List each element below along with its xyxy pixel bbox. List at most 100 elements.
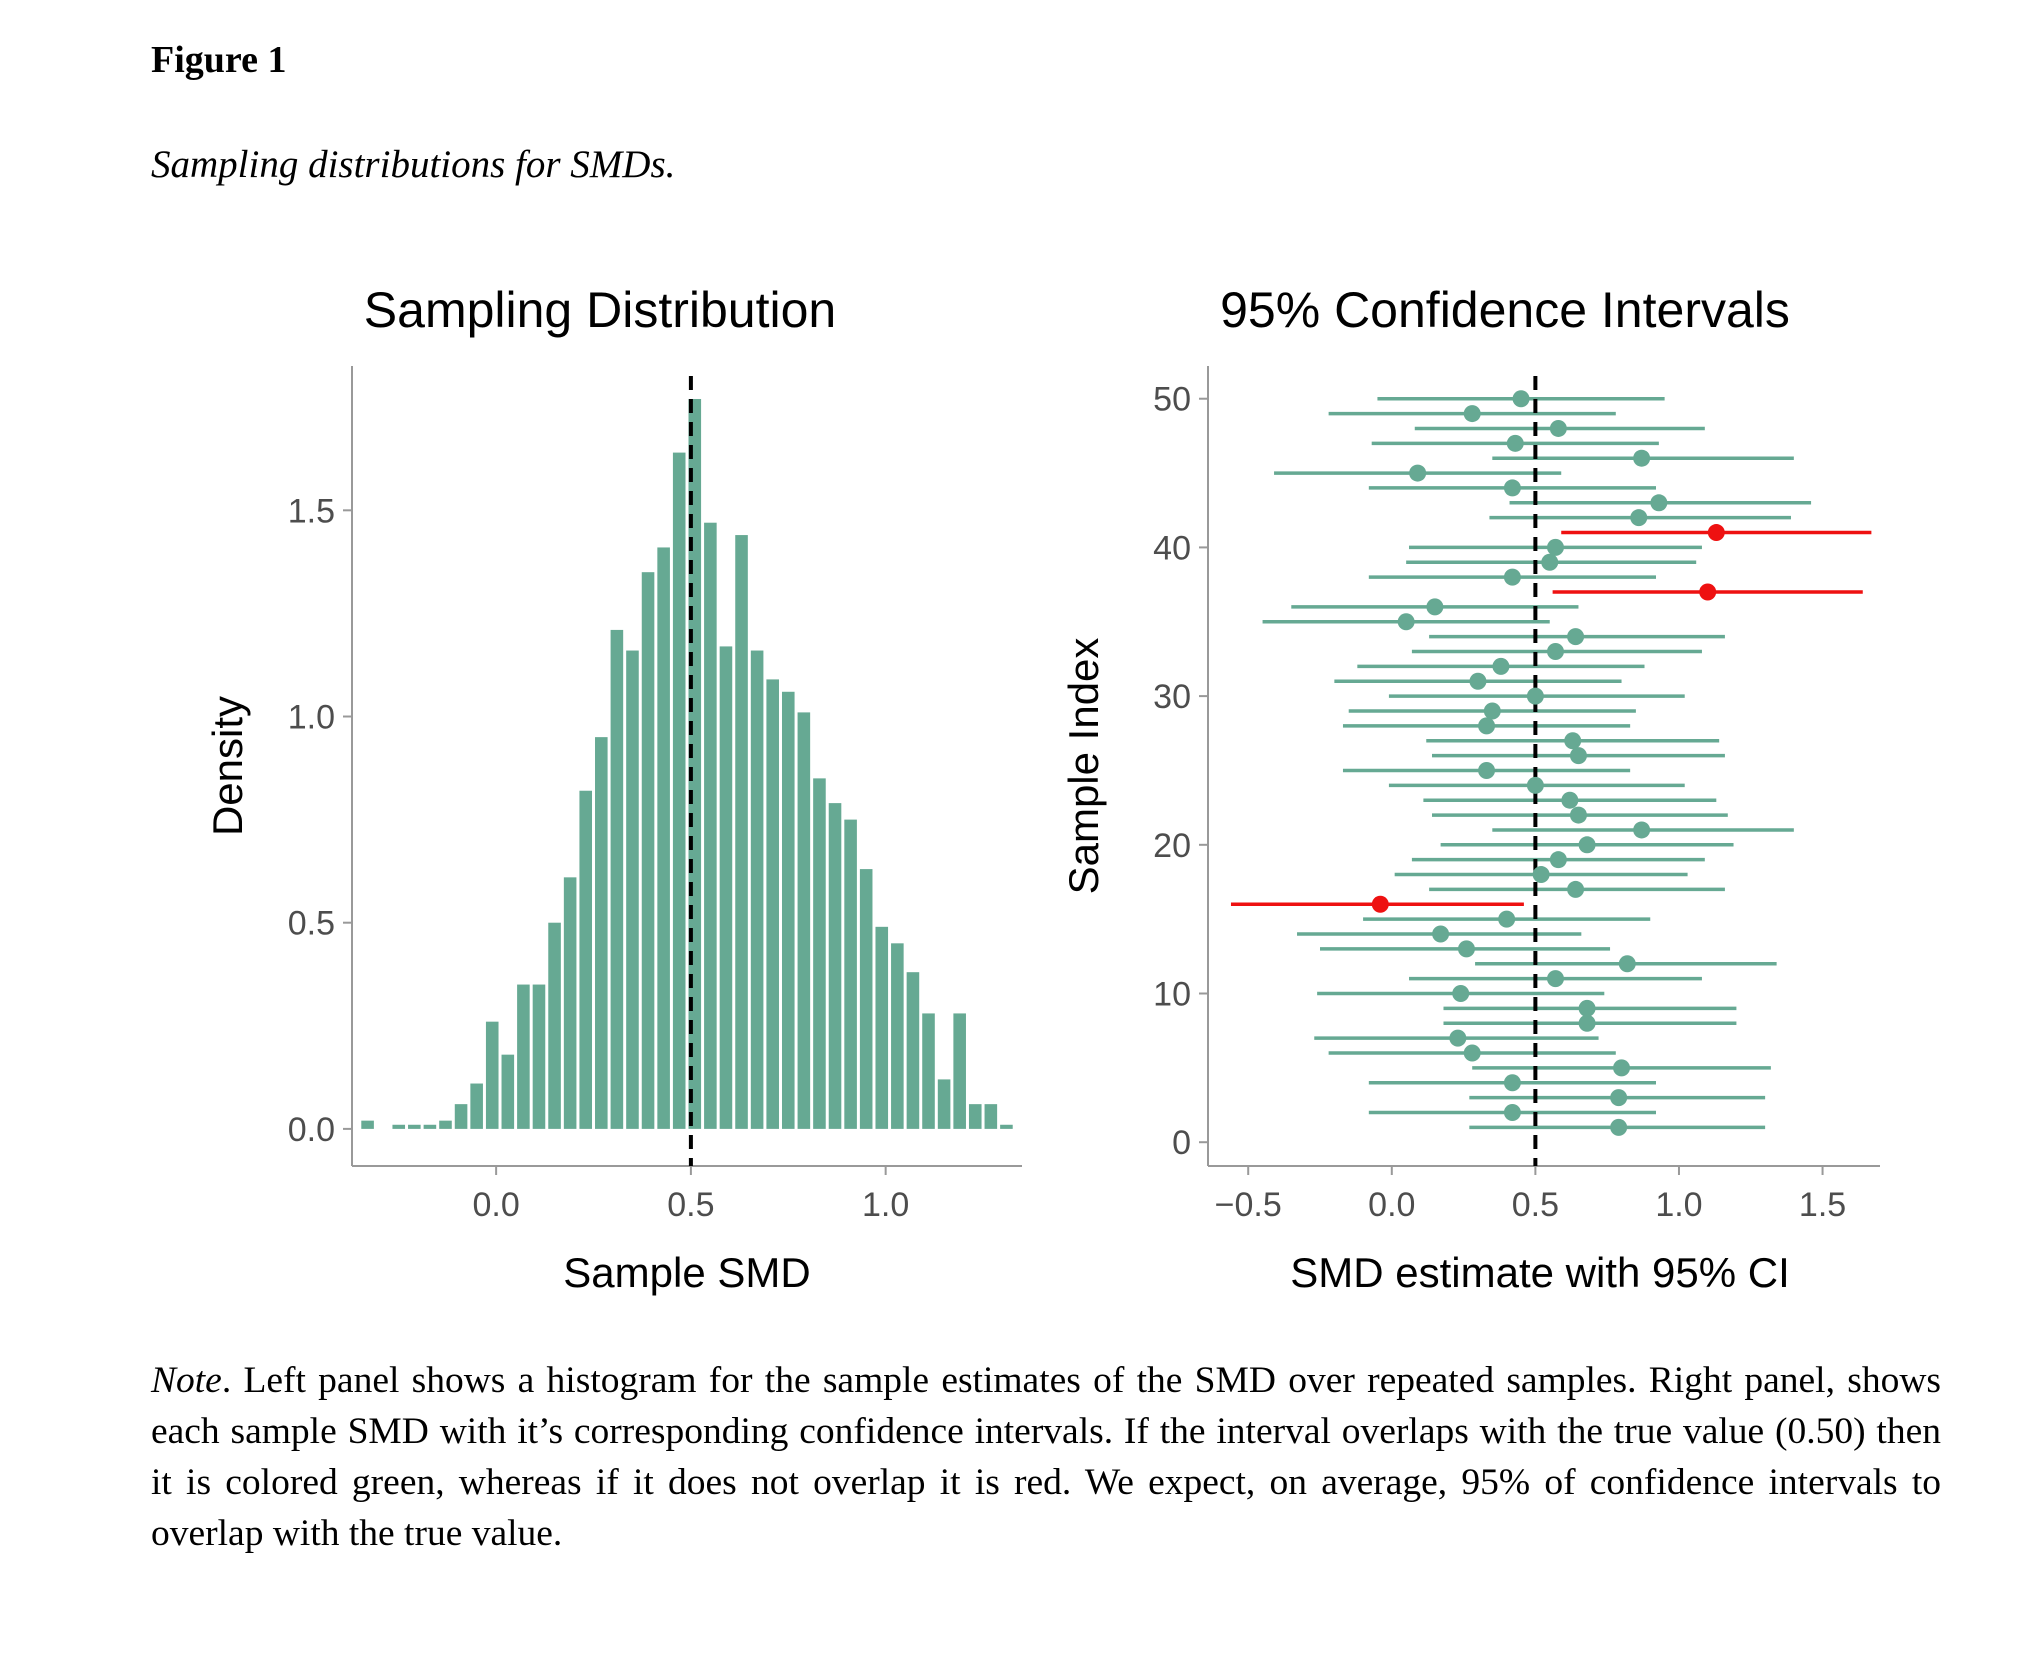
ci-point-estimate [1630,509,1648,527]
ci-point-estimate [1526,776,1544,794]
ci-point-estimate [1512,390,1530,408]
histogram-bar [641,572,655,1129]
histogram-y-tick-label: 0.0 [288,1111,335,1149]
ci-point-estimate [1569,806,1587,824]
ci-x-label: SMD estimate with 95% CI [1290,1249,1790,1296]
histogram-bar [657,547,670,1129]
histogram-bar [548,922,561,1129]
histogram-bar [906,972,920,1129]
histogram-bar [735,535,748,1129]
histogram-x-label: Sample SMD [563,1249,810,1296]
ci-x-tick-label: 0.0 [1368,1186,1415,1224]
ci-point-estimate [1650,494,1668,512]
ci-y-tick-label: 50 [1153,381,1191,419]
ci-title: 95% Confidence Intervals [1220,282,1790,338]
ci-point-estimate [1457,940,1475,958]
histogram-bar [859,869,873,1129]
ci-point-estimate [1707,524,1725,542]
note-lead: Note [151,1360,222,1401]
histogram-bar [423,1124,437,1129]
ci-point-estimate [1503,1074,1521,1092]
ci-x-tick-label: 0.5 [1512,1186,1559,1224]
ci-point-estimate [1618,955,1636,973]
ci-point-estimate [1546,970,1564,988]
ci-point-estimate [1546,538,1564,556]
histogram-y-tick-label: 1.5 [288,492,335,530]
ci-point-estimate [1397,613,1415,631]
histogram-bar [626,650,639,1129]
histogram-bar [844,819,857,1129]
histogram-bar [750,650,764,1129]
histogram-bar [595,737,608,1129]
histogram-title: Sampling Distribution [364,282,836,338]
histogram-bar [704,522,717,1129]
histogram-bar [781,691,795,1129]
histogram-bar [579,790,593,1129]
ci-panel: 95% Confidence Intervals −0.5 0.0 0.5 1.0 1.… [1060,282,1880,1296]
ci-point-estimate [1463,405,1481,423]
histogram-bar [517,984,530,1129]
histogram-bar [672,452,686,1129]
histogram-bar [1000,1124,1013,1129]
ci-point-estimate [1426,598,1444,616]
ci-axes [1199,366,1880,1175]
ci-point-estimate [1567,628,1585,646]
histogram-y-tick-label: 0.5 [288,905,335,943]
ci-x-tick-label: −0.5 [1215,1186,1282,1224]
ci-point-estimate [1578,836,1596,854]
histogram-x-tick-label: 1.0 [862,1186,909,1224]
ci-point-estimate [1506,434,1524,452]
ci-point-estimate [1452,985,1470,1003]
histogram-x-tick-label: 0.0 [472,1186,519,1224]
histogram-bar [485,1021,499,1129]
ci-y-tick-label: 30 [1153,678,1191,716]
ci-point-estimate [1483,702,1501,720]
figure-charts: Sampling Distribution 0.0 0.5 1.0 0.0 0.5 1.0… [204,282,1880,1296]
ci-point-estimate [1526,687,1544,705]
ci-point-estimate [1549,419,1567,437]
ci-point-estimate [1409,464,1427,482]
ci-point-estimate [1569,747,1587,765]
ci-y-tick-label: 40 [1153,529,1191,567]
ci-y-label: Sample Index [1060,638,1107,895]
histogram-bar [953,1013,966,1129]
histogram-bar [470,1083,483,1129]
ci-tick-labels: −0.5 0.0 0.5 1.0 1.5 0 10 20 30 40 50 [1153,381,1846,1224]
histogram-bar [922,1013,935,1129]
histogram-y-label: Density [204,696,251,836]
ci-point-estimate [1633,449,1651,467]
ci-y-tick-label: 0 [1172,1124,1191,1162]
histogram-panel: Sampling Distribution 0.0 0.5 1.0 0.0 0.5 1.0… [204,282,1022,1296]
ci-point-estimate [1561,791,1579,809]
ci-point-estimate [1503,1103,1521,1121]
ci-point-estimate [1532,866,1550,884]
ci-point-estimate [1633,821,1651,839]
ci-point-estimate [1578,999,1596,1017]
ci-y-tick-label: 20 [1153,827,1191,865]
ci-point-estimate [1492,657,1510,675]
histogram-bar [984,1104,998,1129]
ci-intervals [1230,376,1872,1166]
histogram-bar [454,1104,468,1129]
ci-y-tick-label: 10 [1153,976,1191,1014]
histogram-bar [766,679,779,1129]
histogram-bar [828,803,842,1129]
ci-point-estimate [1498,910,1516,928]
ci-point-estimate [1478,717,1496,735]
histogram-bar [968,1104,982,1129]
histogram-bar [392,1124,406,1129]
ci-point-estimate [1371,895,1389,913]
histogram-bar [937,1079,951,1129]
histogram-bar [361,1120,374,1129]
ci-point-estimate [1469,672,1487,690]
note-text: . Left panel shows a histogram for the s… [151,1360,1941,1554]
histogram-bar [688,398,702,1129]
histogram-bar [610,629,624,1129]
ci-point-estimate [1610,1089,1628,1107]
histogram-axes [343,366,1022,1175]
histogram-x-tick-label: 0.5 [667,1186,714,1224]
ci-point-estimate [1546,643,1564,661]
ci-point-estimate [1478,761,1496,779]
histogram-bar [813,778,826,1129]
histogram-bar [408,1124,421,1129]
